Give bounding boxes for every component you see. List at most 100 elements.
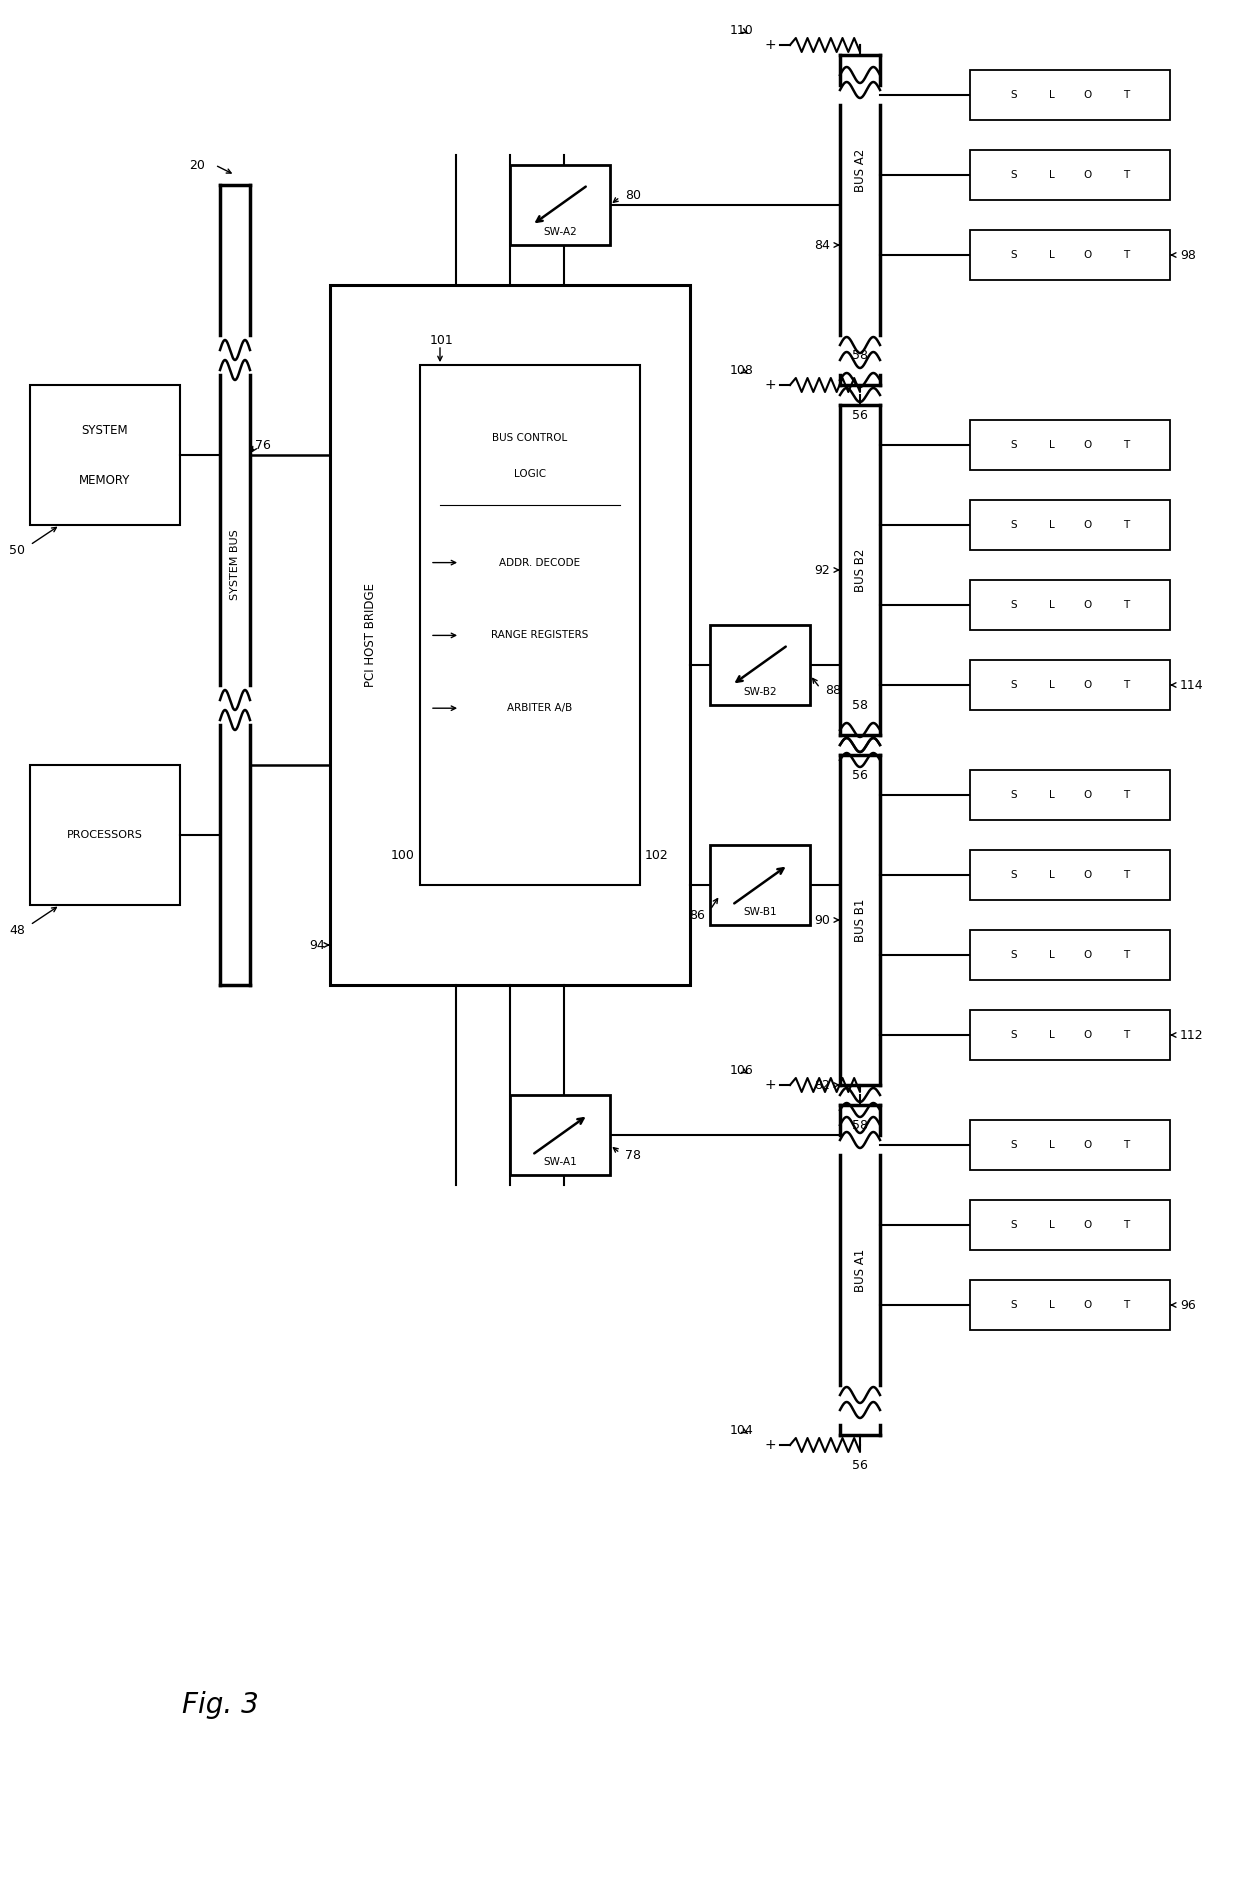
- Text: T: T: [1123, 950, 1130, 959]
- Text: O: O: [1084, 251, 1092, 260]
- Text: L: L: [1049, 1220, 1055, 1231]
- Text: 58: 58: [852, 349, 868, 362]
- Text: O: O: [1084, 790, 1092, 799]
- Text: O: O: [1084, 1220, 1092, 1231]
- Bar: [510, 1095, 610, 1174]
- Text: 58: 58: [852, 699, 868, 711]
- Text: 84: 84: [815, 239, 830, 251]
- Text: 78: 78: [625, 1148, 641, 1161]
- Text: L: L: [1049, 871, 1055, 880]
- Text: O: O: [1084, 950, 1092, 959]
- Text: SW-A2: SW-A2: [543, 226, 577, 238]
- Text: O: O: [1084, 1029, 1092, 1041]
- Text: L: L: [1049, 950, 1055, 959]
- Text: O: O: [1084, 90, 1092, 100]
- Text: L: L: [1049, 790, 1055, 799]
- Bar: [30, 765, 180, 905]
- Text: L: L: [1049, 1029, 1055, 1041]
- Bar: [420, 366, 640, 884]
- Text: 48: 48: [9, 924, 25, 937]
- Text: L: L: [1049, 1140, 1055, 1150]
- Text: 98: 98: [1180, 249, 1195, 262]
- Text: 88: 88: [825, 684, 841, 696]
- Text: S: S: [1011, 790, 1017, 799]
- Text: L: L: [1049, 599, 1055, 611]
- Text: SYSTEM BUS: SYSTEM BUS: [229, 530, 241, 601]
- Text: T: T: [1123, 871, 1130, 880]
- Text: 20: 20: [190, 158, 205, 172]
- Text: O: O: [1084, 599, 1092, 611]
- Bar: [970, 929, 1171, 980]
- Bar: [970, 70, 1171, 121]
- Text: 112: 112: [1180, 1029, 1204, 1042]
- Text: O: O: [1084, 170, 1092, 179]
- Text: BUS CONTROL: BUS CONTROL: [492, 434, 568, 443]
- Text: S: S: [1011, 90, 1017, 100]
- Text: 92: 92: [815, 564, 830, 577]
- Text: BUS B2: BUS B2: [853, 549, 867, 592]
- Text: 56: 56: [852, 1459, 868, 1472]
- Text: RANGE REGISTERS: RANGE REGISTERS: [491, 630, 589, 641]
- Text: 56: 56: [852, 769, 868, 782]
- Text: 102: 102: [645, 848, 668, 861]
- Text: O: O: [1084, 871, 1092, 880]
- Text: O: O: [1084, 1301, 1092, 1310]
- Text: T: T: [1123, 90, 1130, 100]
- Text: T: T: [1123, 439, 1130, 451]
- Text: S: S: [1011, 1029, 1017, 1041]
- Text: L: L: [1049, 1301, 1055, 1310]
- Bar: [970, 769, 1171, 820]
- Text: SW-A1: SW-A1: [543, 1157, 577, 1167]
- Text: L: L: [1049, 251, 1055, 260]
- Bar: [970, 1201, 1171, 1250]
- Text: L: L: [1049, 439, 1055, 451]
- Text: SW-B2: SW-B2: [743, 686, 776, 697]
- Bar: [970, 1010, 1171, 1059]
- Text: T: T: [1123, 1140, 1130, 1150]
- Bar: [970, 151, 1171, 200]
- Text: T: T: [1123, 1220, 1130, 1231]
- Text: S: S: [1011, 1140, 1017, 1150]
- Text: S: S: [1011, 439, 1017, 451]
- Text: L: L: [1049, 170, 1055, 179]
- Text: T: T: [1123, 520, 1130, 530]
- Text: S: S: [1011, 599, 1017, 611]
- Text: 82: 82: [815, 1078, 830, 1091]
- Text: 50: 50: [9, 543, 25, 556]
- Text: 58: 58: [852, 1118, 868, 1131]
- Bar: [970, 850, 1171, 899]
- Text: 114: 114: [1180, 679, 1204, 692]
- Bar: [970, 420, 1171, 469]
- Bar: [970, 1120, 1171, 1171]
- Text: PCI HOST BRIDGE: PCI HOST BRIDGE: [363, 582, 377, 686]
- Bar: [510, 166, 610, 245]
- Text: +: +: [764, 1438, 776, 1451]
- Text: S: S: [1011, 520, 1017, 530]
- Bar: [970, 500, 1171, 550]
- Text: O: O: [1084, 680, 1092, 690]
- Text: 94: 94: [309, 939, 325, 952]
- Text: 76: 76: [255, 439, 270, 452]
- Text: MEMORY: MEMORY: [79, 473, 130, 486]
- Text: BUS A2: BUS A2: [853, 149, 867, 192]
- Text: L: L: [1049, 90, 1055, 100]
- Text: T: T: [1123, 1301, 1130, 1310]
- Text: S: S: [1011, 251, 1017, 260]
- Text: T: T: [1123, 1029, 1130, 1041]
- Text: S: S: [1011, 1301, 1017, 1310]
- Text: SW-B1: SW-B1: [743, 907, 776, 916]
- Bar: [970, 230, 1171, 281]
- Text: 106: 106: [730, 1063, 754, 1076]
- Bar: [970, 1280, 1171, 1331]
- Text: T: T: [1123, 599, 1130, 611]
- Text: L: L: [1049, 680, 1055, 690]
- Text: 90: 90: [815, 914, 830, 927]
- Text: BUS A1: BUS A1: [853, 1248, 867, 1291]
- Text: 104: 104: [730, 1423, 754, 1436]
- Text: T: T: [1123, 790, 1130, 799]
- Text: LOGIC: LOGIC: [513, 469, 546, 479]
- Text: S: S: [1011, 170, 1017, 179]
- Bar: [711, 844, 810, 926]
- Text: ARBITER A/B: ARBITER A/B: [507, 703, 573, 713]
- Bar: [30, 385, 180, 526]
